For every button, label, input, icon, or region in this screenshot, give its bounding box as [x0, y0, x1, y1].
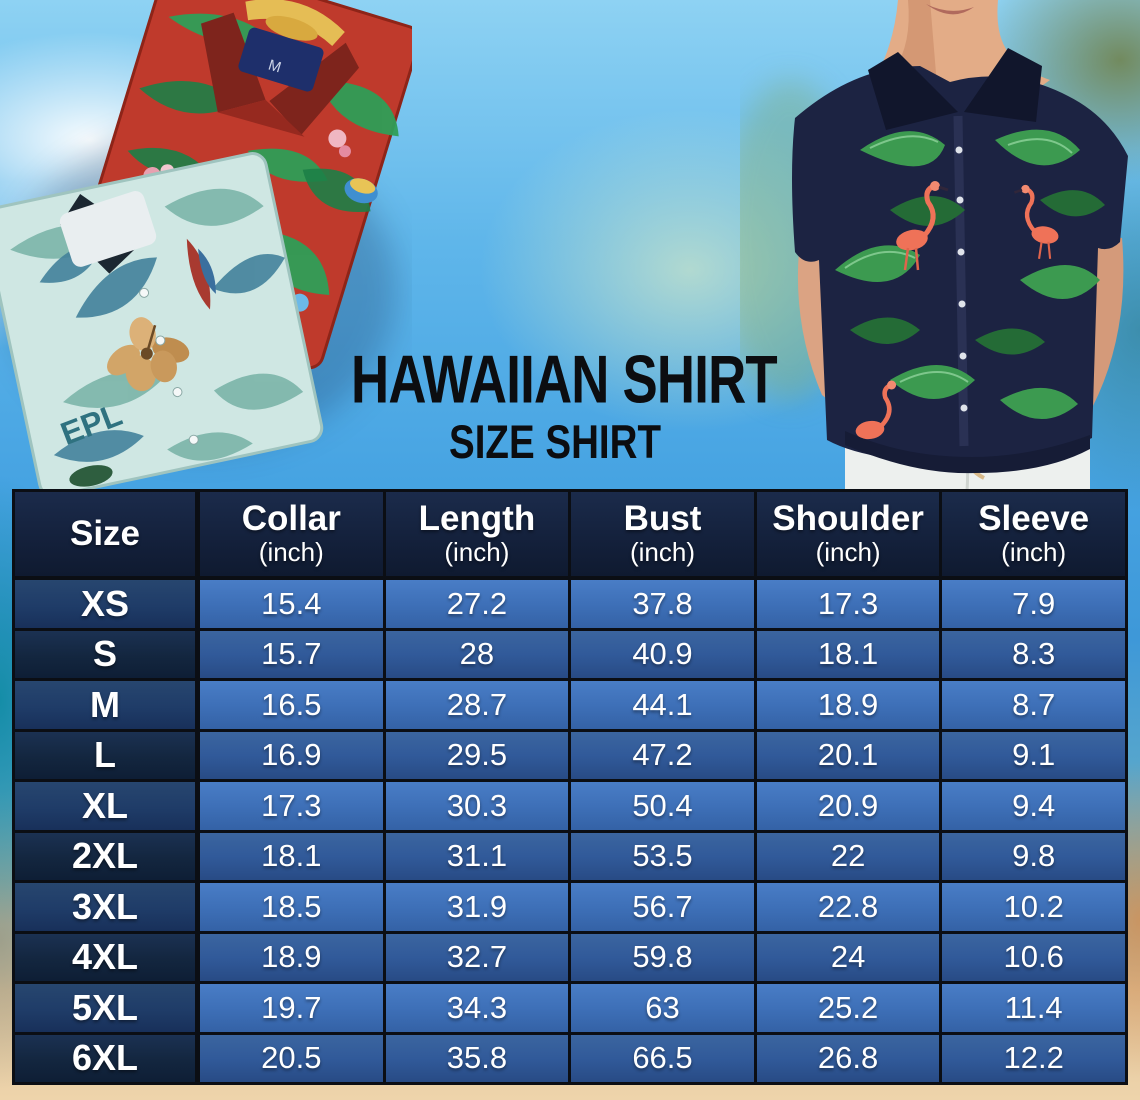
column-header-length: Length (inch)	[385, 492, 569, 576]
teal-hawaiian-shirt: EPL	[0, 152, 324, 498]
lips	[926, 4, 974, 15]
hibiscus-flower	[107, 317, 190, 392]
size-cell: M	[15, 681, 195, 729]
shoulder-cell: 25.2	[756, 984, 940, 1032]
size-cell: L	[15, 731, 195, 779]
hero-section: M	[0, 0, 1140, 498]
sleeve-cell: 9.4	[942, 782, 1125, 830]
bust-cell: 59.8	[571, 933, 754, 981]
collar-cell: 17.3	[200, 782, 383, 830]
length-cell: 30.3	[385, 782, 569, 830]
table-row-xs: XS 15.4 27.2 37.8 17.3 7.9	[15, 580, 1125, 628]
bust-cell: 56.7	[571, 883, 754, 931]
sleeve-cell: 7.9	[942, 580, 1125, 628]
collar-cell: 18.1	[200, 832, 383, 880]
table-row-6xl: 6XL 20.5 35.8 66.5 26.8 12.2	[15, 1034, 1125, 1082]
leaf-pattern	[835, 129, 1105, 420]
table-row-4xl: 4XL 18.9 32.7 59.8 24 10.6	[15, 933, 1125, 981]
bust-cell: 63	[571, 984, 754, 1032]
bust-cell: 47.2	[571, 731, 754, 779]
size-table: Size Collar (inch) Length (inch) Bust (inch) Sh…	[12, 489, 1128, 1085]
column-header-size: Size	[15, 492, 195, 576]
column-header-collar: Collar (inch)	[200, 492, 383, 576]
length-cell: 34.3	[385, 984, 569, 1032]
bust-cell: 40.9	[571, 630, 754, 678]
flamingo-pattern	[855, 181, 1059, 440]
bust-cell: 44.1	[571, 681, 754, 729]
length-cell: 29.5	[385, 731, 569, 779]
shoulder-cell: 24	[756, 933, 940, 981]
length-cell: 31.1	[385, 832, 569, 880]
shoulder-cell: 22	[756, 832, 940, 880]
bust-cell: 50.4	[571, 782, 754, 830]
sleeve-cell: 8.7	[942, 681, 1125, 729]
length-cell: 28	[385, 630, 569, 678]
collar-cell: 15.7	[200, 630, 383, 678]
size-cell: S	[15, 630, 195, 678]
table-row-m: M 16.5 28.7 44.1 18.9 8.7	[15, 681, 1125, 729]
collar-cell: 15.4	[200, 580, 383, 628]
sleeve-cell: 10.2	[942, 883, 1125, 931]
bust-cell: 53.5	[571, 832, 754, 880]
bust-cell: 37.8	[571, 580, 754, 628]
shoulder-cell: 22.8	[756, 883, 940, 931]
size-cell: 4XL	[15, 933, 195, 981]
sleeve-cell: 9.1	[942, 731, 1125, 779]
folded-shirts-photo: M	[0, 0, 412, 498]
table-row-l: L 16.9 29.5 47.2 20.1 9.1	[15, 731, 1125, 779]
size-cell: 3XL	[15, 883, 195, 931]
length-cell: 32.7	[385, 933, 569, 981]
red-shirt-size-tag: M	[266, 57, 283, 77]
length-cell: 28.7	[385, 681, 569, 729]
collar-cell: 16.9	[200, 731, 383, 779]
shoulder-cell: 17.3	[756, 580, 940, 628]
column-header-bust: Bust (inch)	[571, 492, 754, 576]
collar-cell: 18.9	[200, 933, 383, 981]
size-cell: 2XL	[15, 832, 195, 880]
collar-cell: 16.5	[200, 681, 383, 729]
model-photo	[740, 0, 1128, 492]
table-row-xl: XL 17.3 30.3 50.4 20.9 9.4	[15, 782, 1125, 830]
shoulder-cell: 26.8	[756, 1034, 940, 1082]
table-row-2xl: 2XL 18.1 31.1 53.5 22 9.8	[15, 832, 1125, 880]
shoulder-cell: 20.9	[756, 782, 940, 830]
size-cell: XL	[15, 782, 195, 830]
sleeve-cell: 12.2	[942, 1034, 1125, 1082]
bust-cell: 66.5	[571, 1034, 754, 1082]
length-cell: 31.9	[385, 883, 569, 931]
sleeve-cell: 9.8	[942, 832, 1125, 880]
table-row-3xl: 3XL 18.5 31.9 56.7 22.8 10.2	[15, 883, 1125, 931]
table-row-s: S 15.7 28 40.9 18.1 8.3	[15, 630, 1125, 678]
sleeve-cell: 10.6	[942, 933, 1125, 981]
size-cell: 6XL	[15, 1034, 195, 1082]
sleeve-cell: 8.3	[942, 630, 1125, 678]
table-header-row: Size Collar (inch) Length (inch) Bust (inch) Sh…	[15, 492, 1125, 576]
collar-cell: 20.5	[200, 1034, 383, 1082]
shoulder-cell: 20.1	[756, 731, 940, 779]
length-cell: 35.8	[385, 1034, 569, 1082]
collar-cell: 18.5	[200, 883, 383, 931]
shoulder-cell: 18.1	[756, 630, 940, 678]
size-cell: 5XL	[15, 984, 195, 1032]
page-title: HAWAIIAN SHIRT	[351, 341, 778, 417]
size-cell: XS	[15, 580, 195, 628]
column-header-sleeve: Sleeve (inch)	[942, 492, 1125, 576]
column-header-shoulder: Shoulder (inch)	[756, 492, 940, 576]
sleeve-cell: 11.4	[942, 984, 1125, 1032]
collar-cell: 19.7	[200, 984, 383, 1032]
length-cell: 27.2	[385, 580, 569, 628]
table-row-5xl: 5XL 19.7 34.3 63 25.2 11.4	[15, 984, 1125, 1032]
shoulder-cell: 18.9	[756, 681, 940, 729]
